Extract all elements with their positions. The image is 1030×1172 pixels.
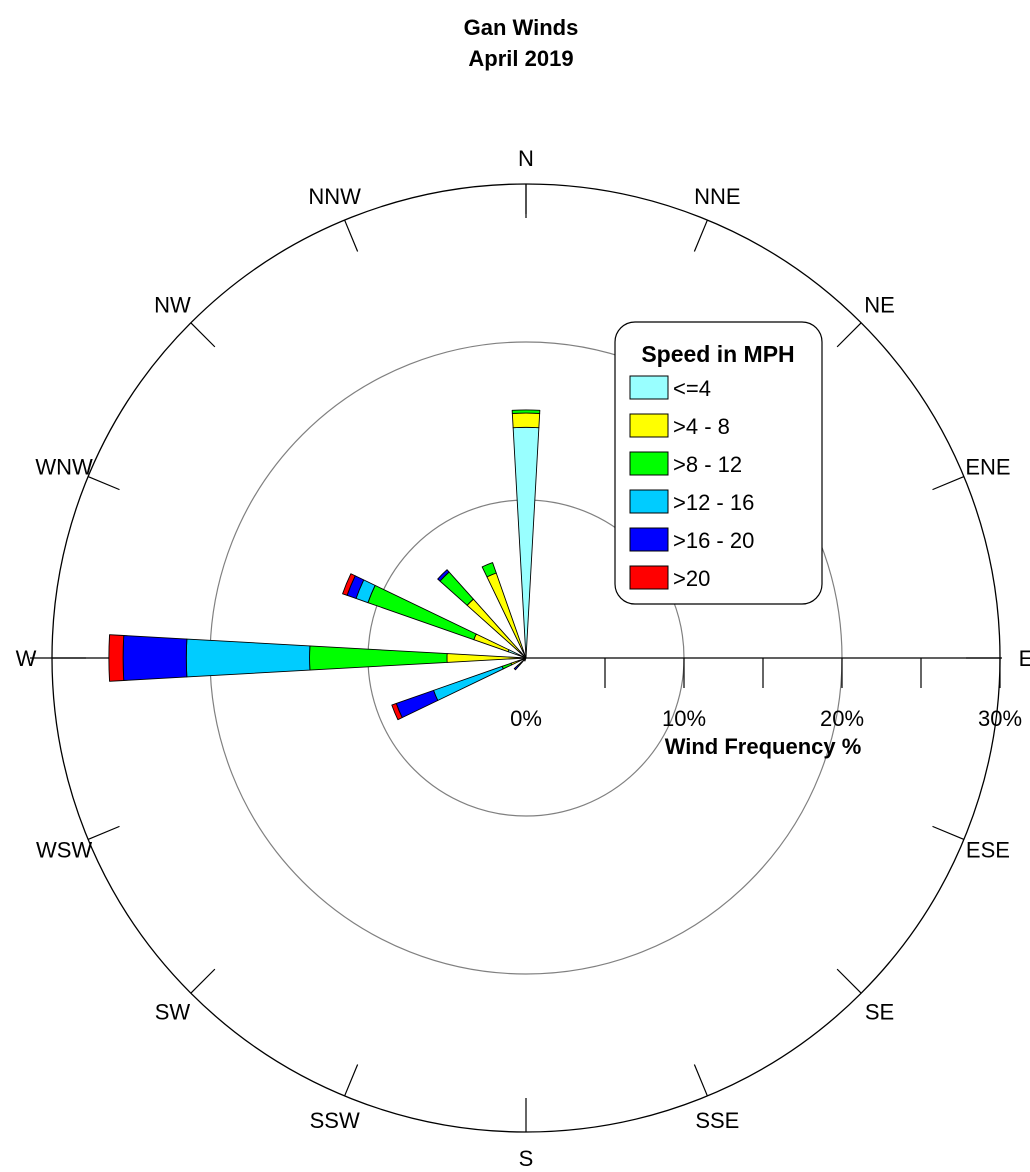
legend: Speed in MPH <=4 >4 - 8 >8 - 12 >12 - 16 >16…	[614, 321, 823, 605]
direction-label-wnw: WNW	[35, 455, 93, 480]
bar-w-series-1	[446, 653, 527, 663]
bar-w-series-4	[122, 635, 188, 681]
direction-label-se: SE	[865, 1000, 894, 1025]
spoke-sw	[190, 968, 216, 994]
legend-label-1: >4 - 8	[673, 414, 730, 439]
radial-tick-label-0: 0%	[510, 706, 542, 731]
bar-w-series-3	[185, 638, 311, 678]
spoke-nnw	[344, 219, 359, 252]
legend-label-5: >20	[673, 566, 710, 591]
spoke-nw	[190, 322, 216, 348]
chart-title: Gan Winds	[464, 15, 579, 40]
bar-wsw-series-3	[433, 665, 504, 701]
legend-items: <=4 >4 - 8 >8 - 12 >12 - 16 >16 - 20 >20	[629, 375, 754, 591]
direction-label-s: S	[519, 1146, 534, 1171]
wind-bars	[108, 409, 541, 721]
legend-label-0: <=4	[673, 376, 711, 401]
bar-wsw-series-5	[391, 702, 403, 721]
bar-n-series-2	[511, 409, 541, 414]
spoke-se	[836, 968, 862, 994]
bar-n-series-0	[512, 426, 540, 659]
radial-tick-label-20: 20%	[820, 706, 864, 731]
spoke-wsw	[87, 825, 120, 840]
bar-nnw-series-2	[481, 562, 497, 578]
direction-label-n: N	[518, 146, 534, 171]
spoke-ne	[836, 322, 862, 348]
spoke-wnw	[87, 476, 120, 491]
direction-label-sse: SSE	[695, 1108, 739, 1133]
direction-spokes	[52, 184, 1000, 1132]
direction-label-wsw: WSW	[36, 837, 92, 862]
bar-wsw-series-4	[395, 689, 439, 719]
legend-swatch-4	[629, 527, 669, 552]
spoke-sse	[693, 1064, 708, 1097]
legend-swatch-5	[629, 565, 669, 590]
direction-label-nw: NW	[154, 292, 191, 317]
bar-wsw-series-2	[501, 662, 513, 670]
bar-nw-series-4	[437, 569, 450, 582]
legend-swatch-3	[629, 489, 669, 514]
direction-label-nne: NNE	[694, 184, 740, 209]
legend-label-3: >12 - 16	[673, 490, 754, 515]
bar-w-series-2	[309, 645, 448, 671]
legend-label-2: >8 - 12	[673, 452, 742, 477]
direction-label-sw: SW	[155, 1000, 191, 1025]
radial-tick-label-30: 30%	[978, 706, 1022, 731]
direction-label-ese: ESE	[966, 837, 1010, 862]
bar-sw-series-4	[513, 664, 520, 671]
direction-label-ene: ENE	[965, 455, 1010, 480]
bar-nw-series-2	[439, 571, 474, 606]
legend-label-4: >16 - 20	[673, 528, 754, 553]
legend-title: Speed in MPH	[641, 341, 794, 367]
direction-label-nnw: NNW	[308, 184, 361, 209]
direction-labels: N NNE NE ENE E ESE SE SSE S SSW SW WSW W WNW NW NNW	[16, 146, 1030, 1171]
legend-swatch-0	[629, 375, 669, 400]
direction-label-e: E	[1019, 646, 1030, 671]
legend-swatch-1	[629, 413, 669, 438]
bar-w-series-5	[108, 634, 125, 682]
spoke-nne	[693, 219, 708, 252]
radial-tick-label-10: 10%	[662, 706, 706, 731]
bar-wnw-series-5	[342, 573, 356, 596]
spoke-ese	[932, 825, 965, 840]
spoke-ene	[932, 476, 965, 491]
direction-label-ssw: SSW	[310, 1108, 360, 1133]
bar-n-series-1	[511, 412, 541, 429]
direction-label-ne: NE	[864, 292, 895, 317]
direction-label-w: W	[16, 646, 37, 671]
radial-axis-title: Wind Frequency %	[665, 734, 862, 759]
spoke-ssw	[344, 1064, 359, 1097]
chart-subtitle: April 2019	[468, 46, 573, 71]
legend-swatch-2	[629, 451, 669, 476]
